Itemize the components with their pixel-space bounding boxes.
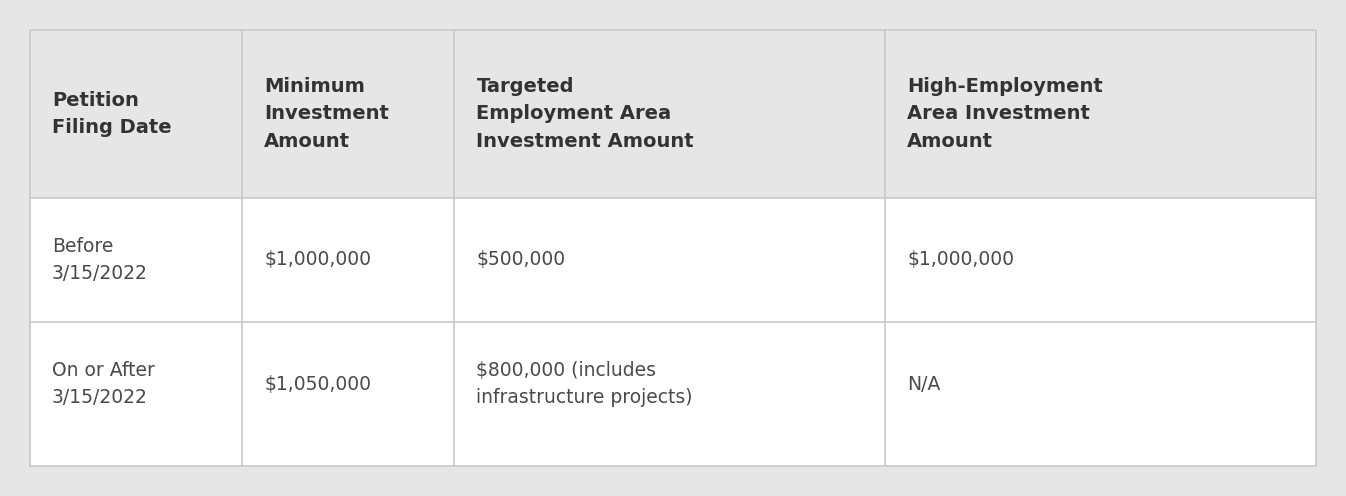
Text: N/A: N/A xyxy=(907,375,941,394)
Text: Petition
Filing Date: Petition Filing Date xyxy=(52,91,172,137)
Text: $800,000 (includes
infrastructure projects): $800,000 (includes infrastructure projec… xyxy=(476,361,693,407)
Text: $1,050,000: $1,050,000 xyxy=(264,375,371,394)
Text: $1,000,000: $1,000,000 xyxy=(907,250,1014,269)
Bar xyxy=(30,30,1316,466)
Text: $500,000: $500,000 xyxy=(476,250,565,269)
Text: High-Employment
Area Investment
Amount: High-Employment Area Investment Amount xyxy=(907,77,1102,151)
Text: Targeted
Employment Area
Investment Amount: Targeted Employment Area Investment Amou… xyxy=(476,77,695,151)
Text: Minimum
Investment
Amount: Minimum Investment Amount xyxy=(264,77,389,151)
Text: $1,000,000: $1,000,000 xyxy=(264,250,371,269)
Text: Before
3/15/2022: Before 3/15/2022 xyxy=(52,237,148,283)
Text: On or After
3/15/2022: On or After 3/15/2022 xyxy=(52,361,155,407)
Bar xyxy=(30,30,1316,198)
